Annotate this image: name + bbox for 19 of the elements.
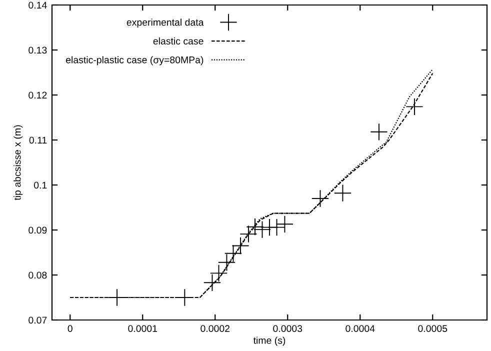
y-tick-label: 0.12 — [28, 92, 47, 99]
y-axis-title: tip abcsisse x (m) — [14, 125, 23, 200]
x-tick-label: 0 — [68, 325, 72, 332]
y-tick-label: 0.11 — [29, 136, 47, 144]
x-tick-label: 0.0002 — [200, 325, 230, 332]
legend-label: experimental data — [126, 18, 204, 28]
legend-label: elastic case — [153, 37, 204, 45]
y-tick-label: 0.09 — [28, 226, 47, 234]
y-tick-label: 0.1 — [34, 182, 47, 189]
y-tick-label: 0.13 — [28, 46, 47, 54]
x-tick-label: 0.0001 — [128, 325, 158, 332]
legend-label: elastic-plastic case (σy=80MPa) — [66, 56, 204, 66]
y-tick-label: 0.08 — [28, 272, 47, 279]
y-tick-label: 0.07 — [28, 316, 47, 324]
x-tick-label: 0.0003 — [273, 325, 302, 332]
y-tick-label: 0.14 — [28, 2, 47, 9]
x-axis-title: time (s) — [253, 336, 286, 346]
x-tick-label: 0.0004 — [346, 325, 375, 332]
x-tick-label: 0.0005 — [418, 325, 448, 332]
